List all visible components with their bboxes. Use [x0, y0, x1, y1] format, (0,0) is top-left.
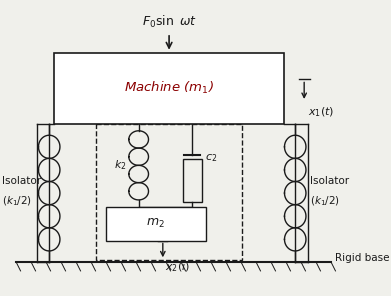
- Text: $x_1(t)$: $x_1(t)$: [308, 105, 334, 119]
- Text: Isolator: Isolator: [2, 176, 41, 186]
- Text: $F_0 \sin\ \omega t$: $F_0 \sin\ \omega t$: [142, 14, 197, 30]
- Bar: [96, 124, 242, 260]
- Text: $m_2$: $m_2$: [146, 217, 165, 230]
- Text: $x_2(i)$: $x_2(i)$: [165, 260, 190, 274]
- Bar: [183, 159, 202, 202]
- Text: $(k_1/2)$: $(k_1/2)$: [2, 195, 32, 208]
- Text: $(k_1/2)$: $(k_1/2)$: [310, 195, 339, 208]
- Text: $k_2$: $k_2$: [113, 158, 126, 172]
- Bar: [54, 53, 285, 124]
- Text: Rigid base: Rigid base: [335, 252, 390, 263]
- Text: Machine ($m_1$): Machine ($m_1$): [124, 81, 214, 96]
- Text: $c_2$: $c_2$: [205, 152, 217, 164]
- Text: Isolator: Isolator: [310, 176, 349, 186]
- Bar: [106, 207, 206, 241]
